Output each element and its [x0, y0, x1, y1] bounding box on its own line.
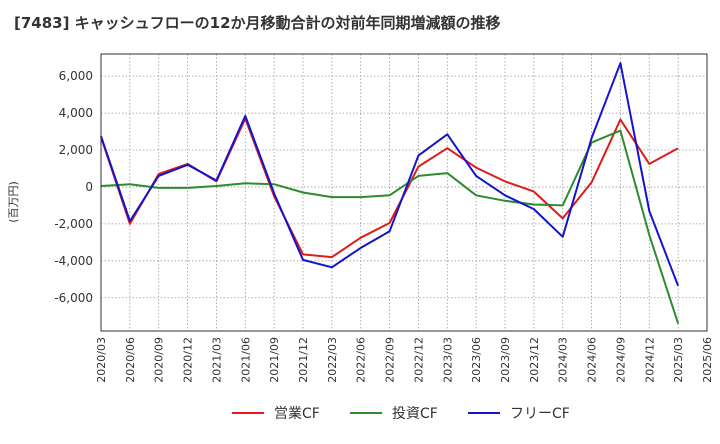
- x-tick-label: 2025/03: [672, 337, 685, 383]
- x-tick-label: 2021/09: [268, 337, 281, 383]
- x-tick-label: 2024/12: [643, 337, 656, 383]
- legend-label: 投資CF: [392, 406, 438, 422]
- legend: 営業CF 投資CF フリーCF: [232, 406, 570, 422]
- plot-frame: [100, 53, 708, 332]
- series-line-2: [100, 129, 680, 324]
- x-tick-label: 2023/03: [441, 337, 454, 383]
- x-tick-label: 2020/06: [124, 337, 137, 383]
- x-tick-label: 2023/12: [528, 337, 541, 383]
- x-tick-label: 2020/09: [153, 337, 166, 383]
- x-tick-label: 2020/12: [182, 337, 195, 383]
- x-tick-label: 2024/09: [614, 337, 627, 383]
- x-tick-label: 2021/12: [297, 337, 310, 383]
- axes: [100, 53, 708, 332]
- series-lines: [100, 62, 680, 324]
- x-tick-label: 2022/12: [412, 337, 425, 383]
- x-tick-label: 2023/06: [470, 337, 483, 383]
- y-tick-label: 2,000: [59, 143, 93, 157]
- x-tick-label: 2022/09: [384, 337, 397, 383]
- y-tick-label: 4,000: [59, 106, 93, 120]
- legend-label: 営業CF: [274, 406, 320, 422]
- y-tick-label: -6,000: [54, 291, 93, 305]
- x-tick-labels: 2020/03 2020/06 2020/09 2020/12 2021/03 2021/…: [95, 337, 714, 383]
- x-tick-label: 2024/03: [557, 337, 570, 383]
- x-tick-label: 2021/03: [210, 337, 223, 383]
- x-tick-label: 2024/06: [586, 337, 599, 383]
- x-tick-label: 2022/03: [326, 337, 339, 383]
- x-tick-label: 2020/03: [95, 337, 108, 383]
- legend-label: フリーCF: [510, 406, 570, 422]
- y-tick-label: 0: [85, 180, 93, 194]
- y-tick-label: -2,000: [54, 217, 93, 231]
- y-tick-label: -4,000: [54, 254, 93, 268]
- y-axis-label: (百万円): [7, 181, 20, 223]
- x-tick-label: 2022/06: [355, 337, 368, 383]
- x-tick-label: 2025/06: [701, 337, 714, 383]
- x-tick-label: 2021/06: [239, 337, 252, 383]
- y-tick-label: 6,000: [59, 69, 93, 83]
- series-line-3: [100, 62, 680, 287]
- y-tick-labels: -6,000 -4,000 -2,000 0 2,000 4,000 6,000: [54, 69, 93, 305]
- chart-title: [7483] キャッシュフローの12か月移動合計の対前年同期増減額の推移: [14, 14, 501, 32]
- x-tick-label: 2023/09: [499, 337, 512, 383]
